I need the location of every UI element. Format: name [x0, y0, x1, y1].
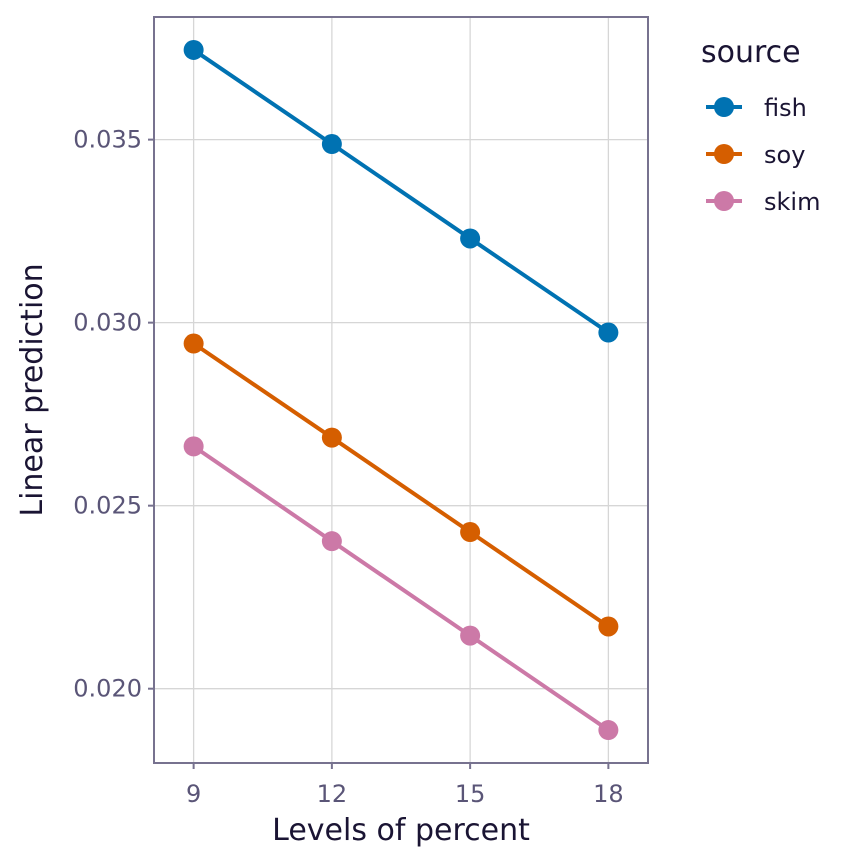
legend-label: skim [764, 188, 820, 216]
plot-panel-border [153, 16, 649, 764]
y-tick-label: 0.035 [73, 126, 142, 154]
data-point-soy [460, 522, 481, 543]
series-line-skim [192, 444, 610, 732]
legend-key-point [714, 191, 734, 211]
y-tick-label: 0.030 [73, 309, 142, 337]
series-skim [183, 436, 619, 741]
x-tick-label: 15 [455, 780, 486, 808]
data-point-skim [183, 436, 204, 457]
data-point-skim [321, 531, 342, 552]
y-axis-title: Linear prediction [15, 263, 50, 516]
legend: source fish soy skim [701, 35, 820, 216]
series-lines [183, 39, 619, 741]
x-axis: 9 12 15 18 [186, 763, 624, 808]
data-point-skim [598, 720, 619, 741]
y-tick-label: 0.020 [73, 675, 142, 703]
gridlines [154, 17, 648, 763]
legend-key-point [714, 144, 734, 164]
series-fish [183, 39, 619, 343]
data-point-fish [598, 322, 619, 343]
y-tick-label: 0.025 [73, 492, 142, 520]
legend-title: source [701, 35, 801, 70]
series-line-soy [192, 341, 610, 629]
legend-label: fish [764, 94, 807, 122]
legend-item-soy: soy [706, 141, 805, 169]
x-tick-label: 18 [593, 780, 624, 808]
data-point-skim [460, 625, 481, 646]
data-point-soy [321, 427, 342, 448]
legend-item-skim: skim [706, 188, 820, 216]
legend-label: soy [764, 141, 805, 169]
y-axis: 0.020 0.025 0.030 0.035 [73, 126, 154, 703]
series-soy [183, 333, 619, 637]
data-point-soy [183, 333, 204, 354]
series-line-fish [192, 48, 610, 335]
x-tick-label: 9 [186, 780, 201, 808]
data-point-fish [183, 39, 204, 60]
legend-key-point [714, 97, 734, 117]
legend-item-fish: fish [706, 94, 807, 122]
data-point-soy [598, 616, 619, 637]
x-axis-title: Levels of percent [272, 813, 530, 848]
data-point-fish [460, 228, 481, 249]
x-tick-label: 12 [317, 780, 348, 808]
data-point-fish [321, 134, 342, 155]
